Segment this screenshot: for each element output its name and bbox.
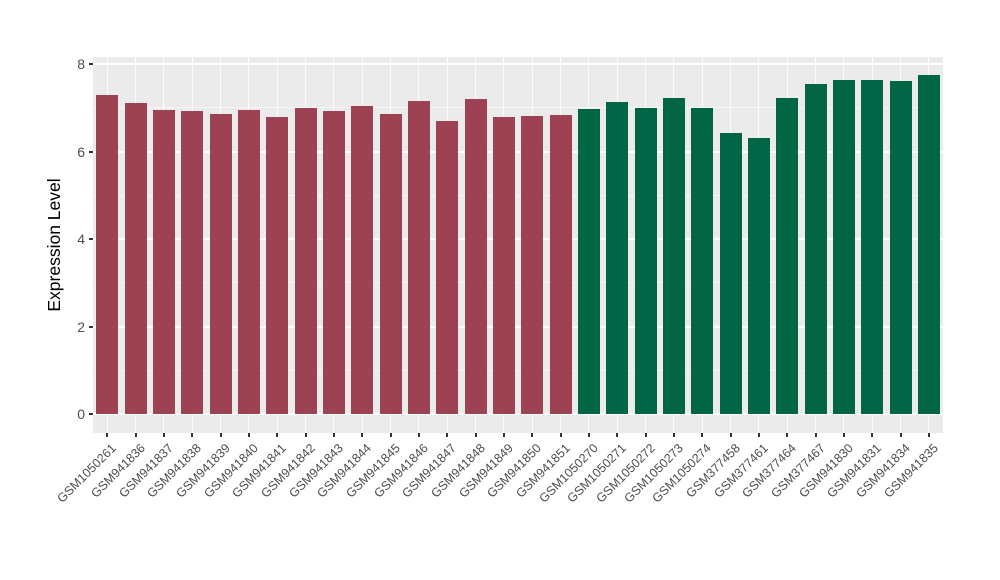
bar bbox=[832, 79, 855, 415]
bar bbox=[322, 110, 345, 414]
x-tick-mark bbox=[701, 433, 704, 437]
bar bbox=[662, 97, 685, 414]
minor-gridline bbox=[93, 107, 943, 109]
major-gridline bbox=[93, 238, 943, 240]
x-tick-mark bbox=[559, 433, 562, 437]
major-gridline bbox=[93, 63, 943, 65]
bar bbox=[351, 105, 374, 414]
x-tick-mark bbox=[757, 433, 760, 437]
plot-panel bbox=[93, 57, 943, 433]
bar bbox=[436, 120, 459, 414]
x-tick-mark bbox=[927, 433, 930, 437]
bar bbox=[719, 133, 742, 414]
bar bbox=[492, 116, 515, 414]
x-tick-mark bbox=[361, 433, 364, 437]
bar bbox=[917, 74, 940, 414]
x-tick-mark bbox=[729, 433, 732, 437]
x-tick-mark bbox=[134, 433, 137, 437]
bar bbox=[804, 84, 827, 414]
major-gridline bbox=[93, 413, 943, 415]
bar bbox=[861, 79, 884, 415]
y-tick-label: 4 bbox=[77, 231, 85, 247]
y-tick-label: 0 bbox=[77, 406, 85, 422]
bar bbox=[747, 137, 770, 414]
x-tick-mark bbox=[842, 433, 845, 437]
bar bbox=[521, 116, 544, 414]
bar bbox=[776, 98, 799, 414]
minor-gridline bbox=[93, 282, 943, 284]
x-tick-mark bbox=[304, 433, 307, 437]
bar bbox=[634, 107, 657, 415]
bar bbox=[577, 109, 600, 414]
bar bbox=[889, 80, 912, 414]
x-tick-mark bbox=[502, 433, 505, 437]
bar bbox=[266, 117, 289, 414]
y-tick-mark bbox=[89, 63, 93, 65]
x-tick-mark bbox=[871, 433, 874, 437]
x-tick-mark bbox=[474, 433, 477, 437]
x-tick-mark bbox=[644, 433, 647, 437]
bar bbox=[152, 109, 175, 414]
y-tick-mark bbox=[89, 238, 93, 240]
y-axis-title: Expression Level bbox=[44, 178, 64, 312]
y-tick-label: 8 bbox=[77, 56, 85, 72]
x-tick-mark bbox=[219, 433, 222, 437]
x-tick-mark bbox=[899, 433, 902, 437]
x-tick-mark bbox=[106, 433, 109, 437]
bar bbox=[181, 110, 204, 414]
y-tick-label: 2 bbox=[77, 318, 85, 335]
x-tick-mark bbox=[276, 433, 279, 437]
bar bbox=[549, 115, 572, 414]
x-tick-mark bbox=[191, 433, 194, 437]
bar bbox=[464, 99, 487, 414]
bar bbox=[96, 94, 119, 414]
x-tick-mark bbox=[332, 433, 335, 437]
bar bbox=[294, 108, 317, 414]
x-tick-mark bbox=[446, 433, 449, 437]
bar bbox=[407, 101, 430, 414]
x-tick-mark bbox=[531, 433, 534, 437]
x-tick-mark bbox=[162, 433, 165, 437]
y-tick-mark bbox=[89, 325, 93, 328]
bar bbox=[237, 109, 260, 414]
bar bbox=[209, 113, 232, 414]
y-tick-mark bbox=[89, 150, 93, 153]
x-tick-mark bbox=[672, 433, 675, 437]
major-gridline bbox=[93, 150, 943, 153]
y-tick-mark bbox=[89, 413, 93, 415]
y-tick-label: 6 bbox=[77, 143, 85, 160]
bar bbox=[379, 114, 402, 414]
x-tick-mark bbox=[616, 433, 619, 437]
major-gridline bbox=[93, 325, 943, 328]
minor-gridline bbox=[93, 194, 943, 196]
x-tick-mark bbox=[247, 433, 250, 437]
x-tick-mark bbox=[587, 433, 590, 437]
x-tick-mark bbox=[786, 433, 789, 437]
bar bbox=[124, 102, 147, 414]
minor-gridline bbox=[93, 369, 943, 371]
x-tick-mark bbox=[814, 433, 817, 437]
bar bbox=[691, 107, 714, 415]
bar bbox=[606, 101, 629, 414]
x-tick-mark bbox=[417, 433, 420, 437]
x-tick-mark bbox=[389, 433, 392, 437]
